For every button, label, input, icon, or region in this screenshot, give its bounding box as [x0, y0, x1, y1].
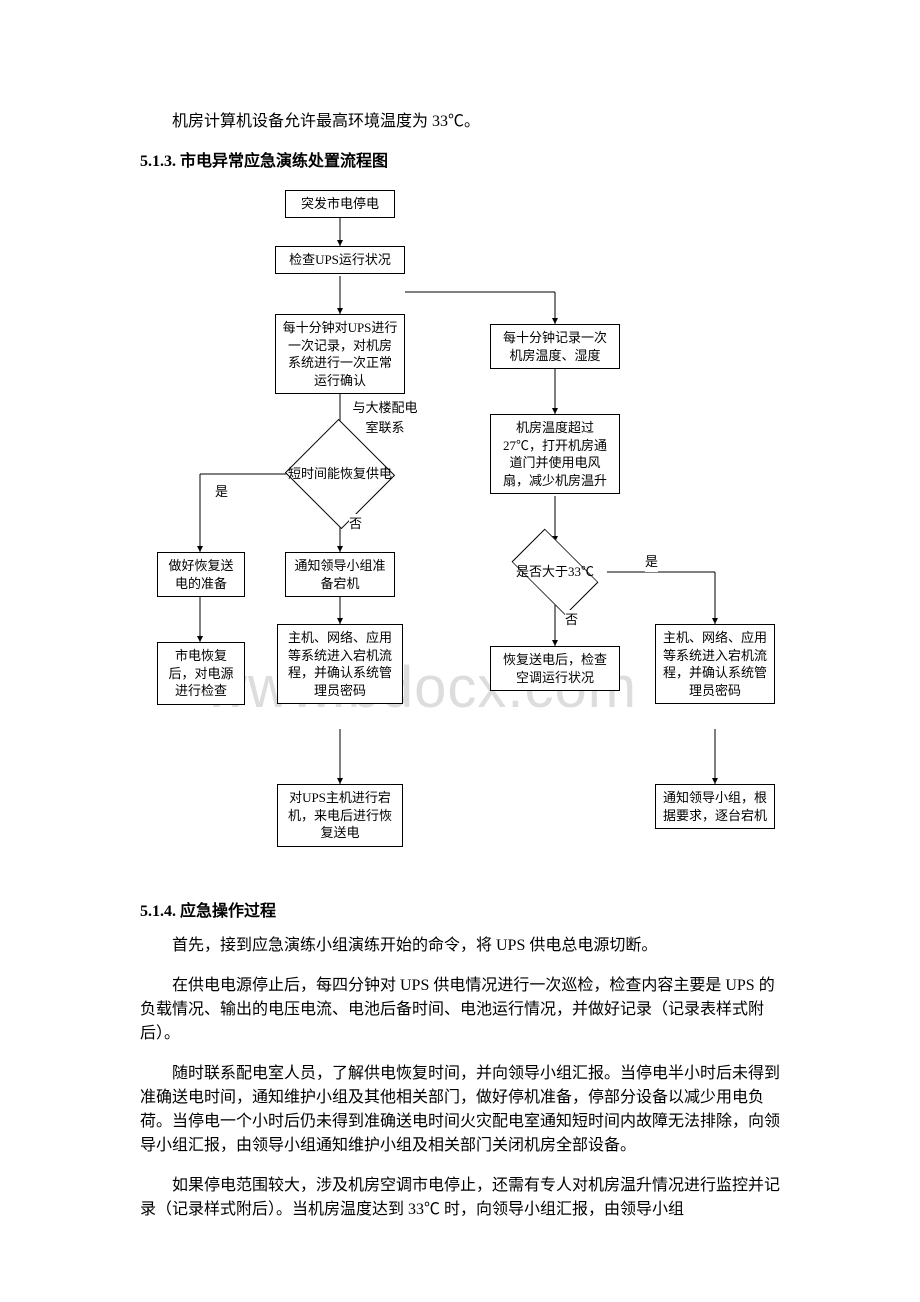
- document-page: 机房计算机设备允许最高环境温度为 33℃。 5.1.3. 市电异常应急演练处置流…: [0, 0, 920, 1222]
- node-start: 突发市电停电: [285, 190, 395, 218]
- decision-33c: 是否大于33℃: [517, 542, 593, 602]
- node-ups-shutdown: 对UPS主机进行宕机，来电后进行恢复送电: [277, 784, 403, 847]
- flowchart-513: www.bdocx.com: [145, 184, 785, 884]
- node-check-ups: 检查UPS运行状况: [275, 246, 405, 274]
- flow-arrows: [145, 184, 785, 884]
- node-shutdown-flow-1: 主机、网络、应用等系统进入宕机流程，并确认系统管理员密码: [277, 624, 403, 704]
- node-shutdown-flow-2: 主机、网络、应用等系统进入宕机流程，并确认系统管理员密码: [655, 624, 775, 704]
- node-shutdown-seq: 通知领导小组，根据要求，逐台宕机: [655, 784, 775, 829]
- decision-restore: 短时间能恢复供电: [300, 436, 380, 512]
- label-no-2: 否: [565, 610, 578, 630]
- para-2: 在供电电源停止后，每四分钟对 UPS 供电情况进行一次巡检，检查内容主要是 UP…: [140, 974, 790, 1046]
- intro-line: 机房计算机设备允许最高环境温度为 33℃。: [140, 110, 790, 134]
- para-1: 首先，接到应急演练小组演练开始的命令，将 UPS 供电总电源切断。: [140, 934, 790, 958]
- para-4: 如果停电范围较大，涉及机房空调市电停止，还需有专人对机房温升情况进行监控并记录（…: [140, 1174, 790, 1222]
- node-open-door: 机房温度超过27℃，打开机房通道门并使用电风扇，减少机房温升: [490, 414, 620, 494]
- label-no-1: 否: [349, 514, 362, 534]
- node-prepare-restore: 做好恢复送电的准备: [157, 552, 245, 597]
- para-3: 随时联系配电室人员，了解供电恢复时间，并向领导小组汇报。当停电半小时后未得到准确…: [140, 1062, 790, 1158]
- label-yes-2: 是: [645, 552, 658, 572]
- node-check-power: 市电恢复后，对电源进行检查: [157, 642, 245, 705]
- node-record-ups: 每十分钟对UPS进行一次记录，对机房系统进行一次正常运行确认: [275, 314, 405, 394]
- heading-513: 5.1.3. 市电异常应急演练处置流程图: [140, 150, 790, 174]
- heading-514: 5.1.4. 应急操作过程: [140, 900, 790, 924]
- node-notify-shutdown: 通知领导小组准备宕机: [285, 552, 395, 597]
- label-contact: 与大楼配电室联系: [350, 398, 420, 437]
- node-record-temp: 每十分钟记录一次机房温度、湿度: [490, 324, 620, 369]
- node-check-ac: 恢复送电后，检查空调运行状况: [490, 646, 620, 691]
- label-yes-1: 是: [215, 482, 228, 502]
